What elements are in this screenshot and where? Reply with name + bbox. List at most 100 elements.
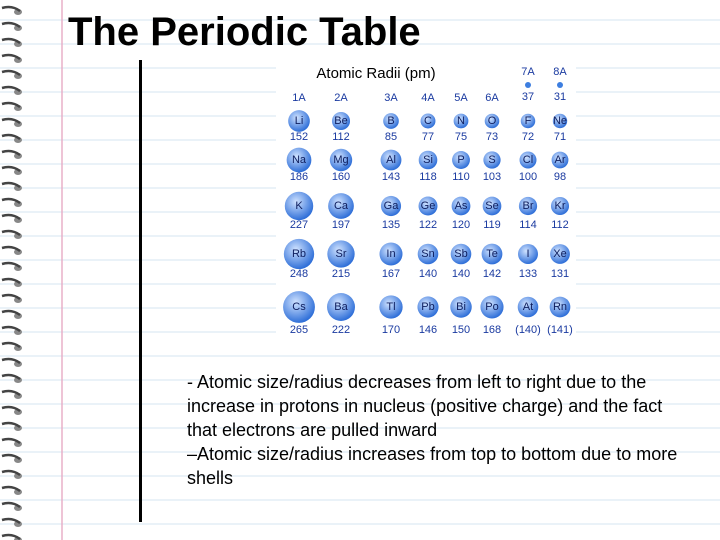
element-symbol: S	[488, 154, 495, 166]
spiral-ring	[1, 181, 21, 189]
radius-label: 186	[290, 171, 308, 183]
element-symbol: Rb	[292, 248, 306, 260]
atom-circle	[518, 196, 538, 216]
atom-circle	[418, 150, 438, 170]
spiral-ring	[1, 405, 21, 413]
radius-label: 140	[452, 268, 470, 280]
spiral-ring	[1, 37, 21, 45]
spiral-ring	[1, 421, 21, 429]
radius-label: 168	[483, 324, 501, 336]
element-symbol: At	[523, 301, 533, 313]
spiral-ring	[1, 325, 21, 333]
atom-circle	[417, 296, 439, 318]
atom-circle	[481, 243, 503, 265]
note: –Atomic size/radius increases from top t…	[187, 444, 678, 488]
spiral-ring	[1, 21, 21, 29]
element-symbol: Si	[423, 154, 433, 166]
atom-circle	[331, 111, 351, 131]
group-label: 8A	[553, 66, 567, 78]
radius-label: 142	[483, 268, 501, 280]
spiral-ring	[1, 277, 21, 285]
radius-label: 118	[419, 171, 437, 183]
element-symbol: Ba	[334, 301, 348, 313]
atom-circle	[451, 196, 471, 216]
element-symbol: N	[457, 115, 465, 127]
radius-label: 248	[290, 268, 308, 280]
element-symbol: As	[455, 200, 468, 212]
element-symbol: B	[387, 115, 394, 127]
atom-circle	[452, 151, 470, 169]
spiral-ring	[1, 533, 21, 540]
atom-circle	[284, 191, 314, 221]
radius-label: 152	[290, 131, 308, 143]
spiral-ring	[1, 341, 21, 349]
atom-circle	[484, 113, 500, 129]
radius-label: 131	[551, 268, 569, 280]
spiral-ring	[1, 357, 21, 365]
atom-circle	[380, 149, 402, 171]
element-symbol: C	[424, 115, 432, 127]
radius-label: 167	[382, 268, 400, 280]
atom-circle	[453, 113, 469, 129]
radius-label: 114	[519, 219, 537, 231]
spiral-ring	[1, 469, 21, 477]
element-symbol: Ar	[555, 154, 566, 166]
element-symbol: I	[526, 248, 529, 260]
spiral-ring	[1, 69, 21, 77]
spiral-ring	[1, 197, 21, 205]
element-symbol: K	[295, 200, 303, 212]
spiral-ring	[1, 149, 21, 157]
title: The Periodic Table	[68, 10, 421, 54]
radius-label: 112	[332, 131, 350, 143]
spiral-ring	[1, 293, 21, 301]
radius-label: 215	[332, 268, 350, 280]
group-label: 2A	[334, 92, 348, 104]
atom-circle	[482, 196, 502, 216]
radius-label: 100	[519, 171, 537, 183]
group-label: 7A	[521, 66, 535, 78]
spiral-ring	[1, 453, 21, 461]
element-symbol: Na	[292, 154, 307, 166]
radius-label: 73	[486, 131, 498, 143]
radius-label: 103	[483, 171, 501, 183]
radius-label: 227	[290, 219, 308, 231]
element-symbol: Te	[486, 248, 498, 260]
atom-circle	[550, 196, 570, 216]
element-symbol: Sr	[336, 248, 347, 260]
element-symbol: Sn	[421, 248, 434, 260]
spiral-ring	[1, 501, 21, 509]
element-symbol: Se	[485, 200, 498, 212]
element-symbol: Ca	[334, 200, 349, 212]
atom-circle	[327, 240, 355, 268]
radius-label: 37	[522, 91, 534, 103]
atom-circle	[518, 244, 538, 264]
element-symbol: Ga	[384, 200, 400, 212]
element-symbol: O	[488, 115, 497, 127]
atomic-radii-figure: Atomic Radii (pm) 1A 2A 3A 4A 5A 6A 7A 8A 37 31 Li…	[276, 60, 576, 350]
spiral-ring	[1, 389, 21, 397]
element-symbol: Br	[523, 200, 534, 212]
radius-label: 85	[385, 131, 397, 143]
radius-label: 72	[522, 131, 534, 143]
element-symbol: Sb	[454, 248, 467, 260]
atom-circle	[418, 196, 438, 216]
atom-circle	[379, 242, 403, 266]
group-label: 5A	[454, 92, 468, 104]
atom-circle	[327, 293, 355, 321]
radius-label: 133	[519, 268, 537, 280]
group-label: 1A	[292, 92, 306, 104]
atom-circle	[550, 244, 570, 264]
atom-circle	[483, 151, 501, 169]
element-symbol: Mg	[333, 154, 348, 166]
element-symbol: P	[457, 154, 464, 166]
radius-label: 122	[419, 219, 437, 231]
atom-circle	[517, 296, 539, 318]
atom-circle	[525, 82, 531, 88]
element-symbol: Rn	[553, 301, 567, 313]
element-symbol: Cl	[523, 154, 533, 166]
radius-label: 150	[452, 324, 470, 336]
radius-label: 197	[332, 219, 350, 231]
element-symbol: Ge	[421, 200, 436, 212]
atom-circle	[520, 113, 536, 129]
